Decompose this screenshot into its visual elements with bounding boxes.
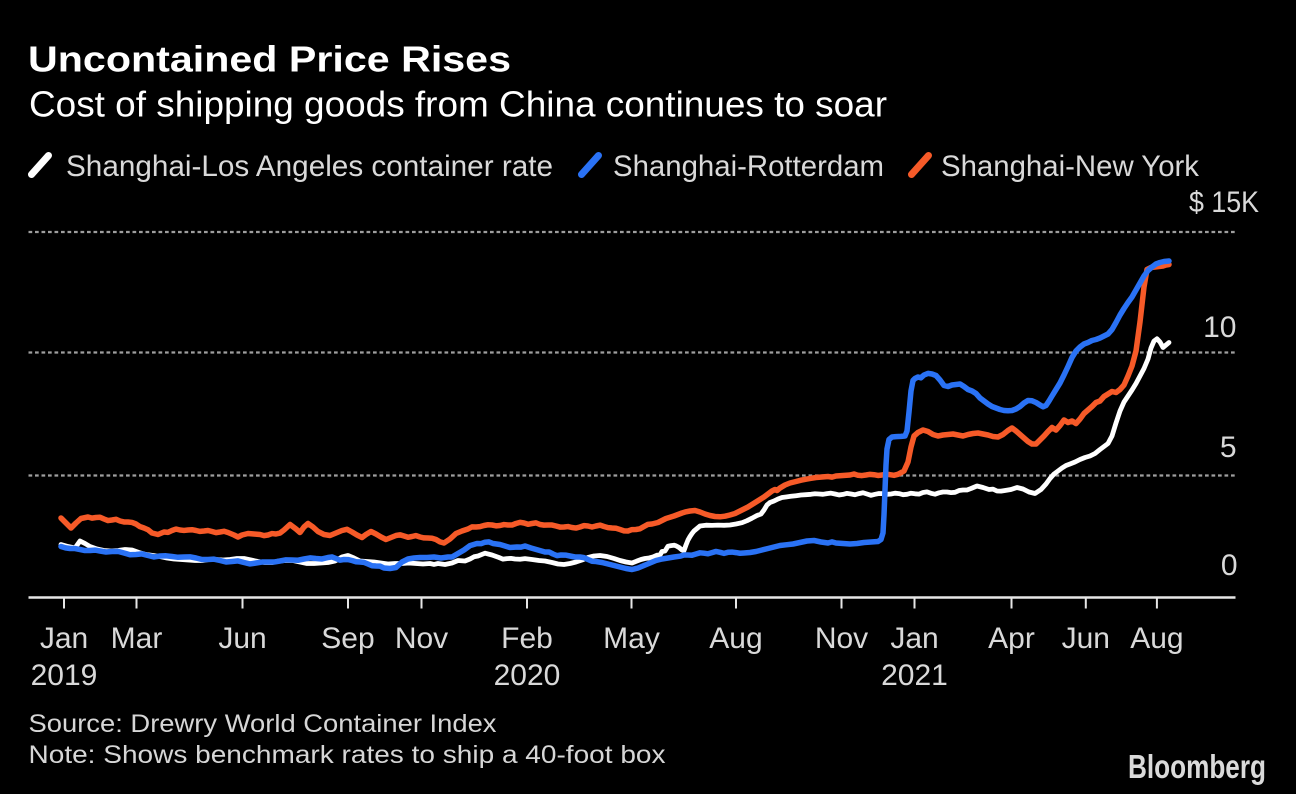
svg-text:Mar: Mar bbox=[111, 622, 163, 655]
svg-text:Uncontained Price Rises: Uncontained Price Rises bbox=[28, 39, 511, 80]
svg-text:2021: 2021 bbox=[881, 659, 948, 692]
svg-text:Aug: Aug bbox=[709, 622, 762, 655]
svg-text:10: 10 bbox=[1203, 311, 1236, 344]
svg-text:Jan: Jan bbox=[890, 622, 938, 655]
svg-text:Jun: Jun bbox=[218, 622, 266, 655]
svg-text:Jan: Jan bbox=[40, 622, 88, 655]
svg-text:Source: Drewry World Container: Source: Drewry World Container Index bbox=[29, 710, 498, 738]
svg-text:May: May bbox=[603, 622, 660, 655]
svg-text:$ 15K: $ 15K bbox=[1189, 186, 1259, 219]
svg-text:Shanghai-New York: Shanghai-New York bbox=[941, 150, 1200, 183]
svg-text:Shanghai-Rotterdam: Shanghai-Rotterdam bbox=[613, 150, 884, 183]
svg-text:Nov: Nov bbox=[815, 622, 868, 655]
svg-text:2019: 2019 bbox=[31, 659, 98, 692]
svg-text:5: 5 bbox=[1220, 431, 1237, 464]
svg-text:Note: Shows benchmark rates to: Note: Shows benchmark rates to ship a 40… bbox=[29, 741, 667, 769]
svg-text:Bloomberg: Bloomberg bbox=[1128, 748, 1266, 785]
svg-text:Cost of shipping goods from Ch: Cost of shipping goods from China contin… bbox=[29, 84, 887, 125]
svg-text:2020: 2020 bbox=[494, 659, 561, 692]
svg-text:Aug: Aug bbox=[1130, 622, 1183, 655]
svg-text:Jun: Jun bbox=[1062, 622, 1110, 655]
svg-text:Feb: Feb bbox=[501, 622, 553, 655]
svg-text:0: 0 bbox=[1221, 549, 1238, 582]
svg-text:Apr: Apr bbox=[988, 622, 1035, 655]
svg-text:Nov: Nov bbox=[395, 622, 448, 655]
svg-text:Sep: Sep bbox=[321, 622, 374, 655]
svg-text:Shanghai-Los Angeles container: Shanghai-Los Angeles container rate bbox=[66, 150, 553, 183]
